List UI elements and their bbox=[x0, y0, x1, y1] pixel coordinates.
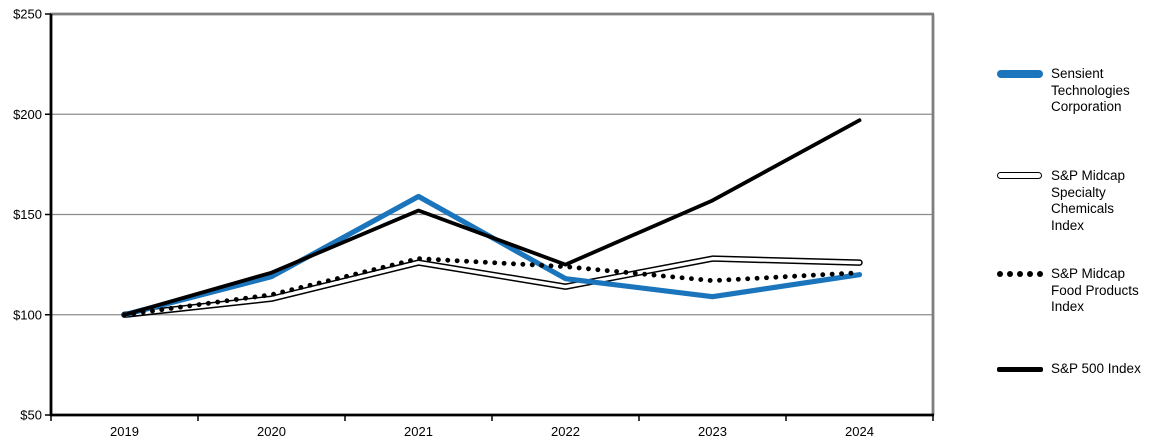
svg-text:2019: 2019 bbox=[110, 424, 139, 439]
sensient-line-swatch-icon bbox=[997, 70, 1043, 78]
svg-text:$150: $150 bbox=[13, 207, 42, 222]
legend-label-sp500: S&P 500 Index bbox=[1051, 361, 1141, 376]
svg-text:$100: $100 bbox=[13, 307, 42, 322]
legend-item-sp500: S&P 500 Index bbox=[997, 361, 1147, 378]
legend-label-sensient: Sensient Technologies Corporation bbox=[1051, 66, 1130, 114]
sp500-line-swatch-icon bbox=[997, 367, 1043, 372]
svg-text:$200: $200 bbox=[13, 107, 42, 122]
svg-text:2022: 2022 bbox=[551, 424, 580, 439]
svg-text:2020: 2020 bbox=[257, 424, 286, 439]
svg-text:$250: $250 bbox=[13, 7, 42, 22]
svg-text:2023: 2023 bbox=[698, 424, 727, 439]
legend-item-specialty-chemicals: S&P Midcap Specialty Chemicals Index bbox=[997, 168, 1147, 234]
svg-text:2021: 2021 bbox=[404, 424, 433, 439]
legend-label-specialty-chemicals: S&P Midcap Specialty Chemicals Index bbox=[1051, 168, 1126, 233]
svg-text:2024: 2024 bbox=[845, 424, 874, 439]
svg-text:$50: $50 bbox=[20, 408, 42, 423]
legend-label-food-products: S&P Midcap Food Products Index bbox=[1051, 266, 1139, 314]
specialty-chemicals-line-swatch-icon bbox=[997, 172, 1042, 179]
total-return-line-chart: $50 $100 $150 $200 $250 2019 2020 2021 2022 2023 2… bbox=[13, 7, 935, 439]
food-products-line-swatch-icon bbox=[997, 271, 1043, 277]
legend-item-sensient: Sensient Technologies Corporation bbox=[997, 66, 1147, 116]
legend-item-food-products: S&P Midcap Food Products Index bbox=[997, 266, 1147, 316]
